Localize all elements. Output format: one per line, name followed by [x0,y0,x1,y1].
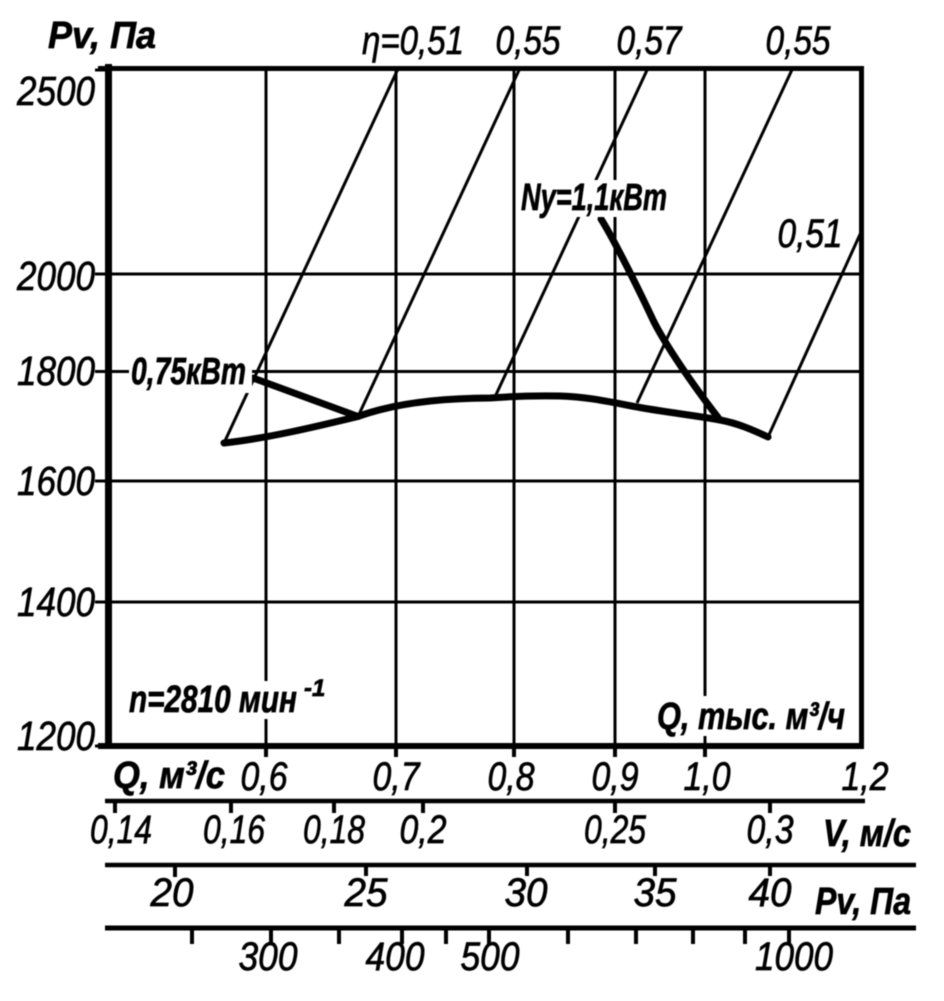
svg-text:25: 25 [344,871,389,915]
svg-text:V, м/с: V, м/с [823,813,911,855]
svg-text:0,16: 0,16 [203,808,266,852]
svg-text:Ny=1,1кВт: Ny=1,1кВт [521,177,667,219]
svg-text:0,9: 0,9 [592,755,639,799]
svg-text:0,7: 0,7 [373,755,421,799]
svg-text:0,6: 0,6 [241,755,289,799]
svg-text:0,55: 0,55 [496,19,562,63]
svg-text:20: 20 [150,871,194,915]
svg-text:1,2: 1,2 [842,755,889,799]
svg-text:0,14: 0,14 [90,808,152,852]
svg-text:η=0,51: η=0,51 [362,19,464,63]
svg-text:1200: 1200 [17,713,95,759]
svg-text:Pv, Па: Pv, Па [815,881,911,923]
svg-text:Q, м³/с: Q, м³/с [113,755,225,797]
svg-text:300: 300 [239,935,298,979]
svg-text:40: 40 [749,871,792,915]
svg-text:0,18: 0,18 [303,808,366,852]
svg-text:0,2: 0,2 [400,808,447,852]
svg-text:0,55: 0,55 [766,19,832,63]
svg-text:Q, тыс. м³/ч: Q, тыс. м³/ч [657,696,845,738]
svg-text:0,3: 0,3 [747,808,794,852]
svg-text:0,75кВт: 0,75кВт [131,351,246,393]
svg-text:500: 500 [461,935,520,979]
svg-text:0,25: 0,25 [584,808,647,852]
svg-text:1400: 1400 [17,579,95,625]
svg-text:0,51: 0,51 [778,212,843,256]
svg-text:n=2810 мин: n=2810 мин [129,679,297,721]
svg-text:Pv, Па: Pv, Па [48,15,156,57]
svg-text:30: 30 [505,871,548,915]
svg-text:400: 400 [366,935,425,979]
svg-text:0,8: 0,8 [488,755,536,799]
svg-text:1000: 1000 [755,935,833,979]
svg-text:0,57: 0,57 [617,19,683,63]
svg-text:1800: 1800 [17,348,95,394]
svg-text:2000: 2000 [16,253,95,299]
svg-text:-1: -1 [304,675,325,702]
svg-text:1,0: 1,0 [684,755,731,799]
svg-text:35: 35 [634,871,678,915]
svg-text:1600: 1600 [17,458,95,504]
svg-text:2500: 2500 [16,68,95,114]
